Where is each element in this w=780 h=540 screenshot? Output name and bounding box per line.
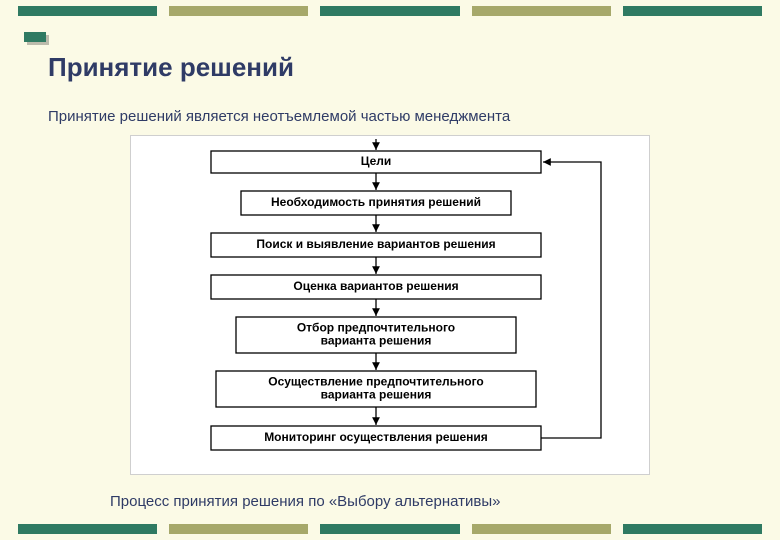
flowchart-container: Цели Необходимость принятия решений Поиск … bbox=[130, 135, 650, 475]
page-subtitle: Принятие решений является неотъемлемой ч… bbox=[48, 108, 510, 125]
flow-node-label: варианта решения bbox=[321, 334, 432, 348]
decor-stripe bbox=[320, 6, 459, 16]
decor-stripe bbox=[169, 6, 308, 16]
top-decor-stripes bbox=[0, 6, 780, 16]
decor-stripe bbox=[472, 6, 611, 16]
decor-stripe bbox=[18, 6, 157, 16]
decor-stripe bbox=[623, 524, 762, 534]
flow-node-label: варианта решения bbox=[321, 388, 432, 402]
flow-node-label: Цели bbox=[361, 154, 392, 168]
diagram-caption: Процесс принятия решения по «Выбору альт… bbox=[110, 493, 501, 510]
decor-stripe bbox=[320, 524, 459, 534]
bottom-decor-stripes bbox=[0, 524, 780, 534]
flow-node-label: Оценка вариантов решения bbox=[293, 279, 458, 293]
title-bullet bbox=[24, 32, 46, 42]
flow-node-label: Мониторинг осуществления решения bbox=[264, 430, 488, 444]
feedback-arrow bbox=[541, 162, 601, 438]
flow-node-label: Осуществление предпочтительного bbox=[268, 375, 484, 389]
decor-stripe bbox=[623, 6, 762, 16]
page-title: Принятие решений bbox=[48, 52, 294, 83]
decor-stripe bbox=[18, 524, 157, 534]
flowchart-svg: Цели Необходимость принятия решений Поиск … bbox=[131, 136, 651, 476]
flow-node-label: Отбор предпочтительного bbox=[297, 321, 455, 335]
flow-node-label: Необходимость принятия решений bbox=[271, 195, 481, 209]
decor-stripe bbox=[472, 524, 611, 534]
decor-stripe bbox=[169, 524, 308, 534]
flow-node-label: Поиск и выявление вариантов решения bbox=[256, 237, 495, 251]
